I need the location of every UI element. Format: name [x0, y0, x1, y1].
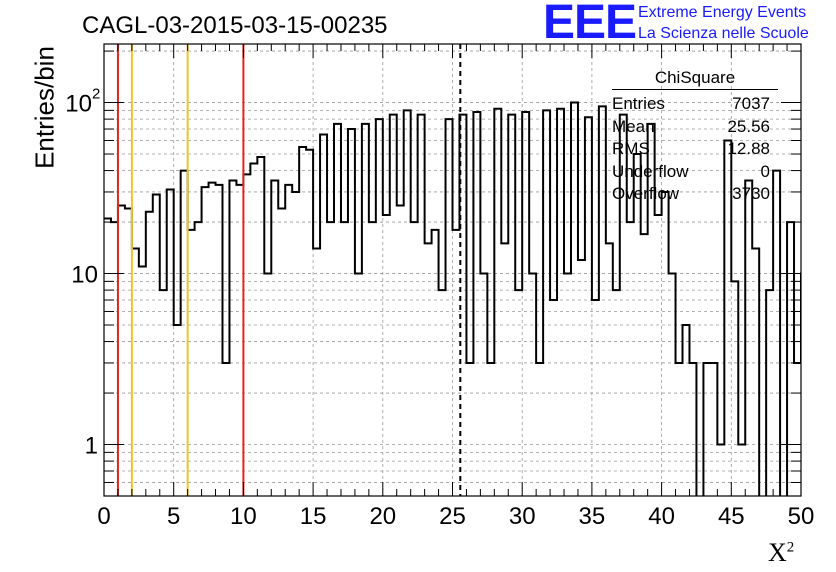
stats-row-overflow: Overflow 3730 — [612, 184, 770, 203]
logo-line-2: La Scienza nelle Scuole — [638, 25, 809, 42]
x-tick-label: 5 — [167, 503, 180, 530]
histogram-series — [104, 101, 801, 496]
y-axis-label: Entries/bin — [29, 46, 60, 169]
x-tick-label: 20 — [369, 503, 396, 530]
x-tick-label: 45 — [718, 503, 745, 530]
stats-row-mean: Mean 25.56 — [612, 116, 770, 136]
eee-logo: EEE — [543, 0, 637, 49]
y-tick-label: 10 — [65, 91, 92, 118]
x-axis-label: X2 — [768, 538, 795, 567]
y-tick-label: 1 — [85, 433, 98, 460]
x-tick-label: 40 — [648, 503, 675, 530]
y-tick-label-exponent: 2 — [92, 86, 100, 103]
stats-row-entries: Entries 7037 — [612, 94, 770, 113]
x-tick-label: 10 — [230, 503, 257, 530]
x-tick-label: 30 — [509, 503, 536, 530]
x-tick-label: 0 — [97, 503, 110, 530]
x-tick-label: 50 — [788, 503, 815, 530]
chart-title: CAGL-03-2015-03-15-00235 — [82, 12, 388, 39]
stats-title: ChiSquare — [612, 68, 778, 90]
x-tick-label: 15 — [300, 503, 327, 530]
stats-box: ChiSquare Entries 7037 Mean 25.56 RMS 12.88… — [612, 68, 778, 207]
stats-row-underflow: Underflow 0 — [612, 161, 770, 181]
logo-line-1: Extreme Energy Events — [638, 4, 807, 21]
stats-row-rms: RMS 12.88 — [612, 139, 770, 158]
x-tick-label: 25 — [439, 503, 466, 530]
y-tick-label: 10 — [71, 262, 98, 289]
x-tick-label: 35 — [579, 503, 606, 530]
